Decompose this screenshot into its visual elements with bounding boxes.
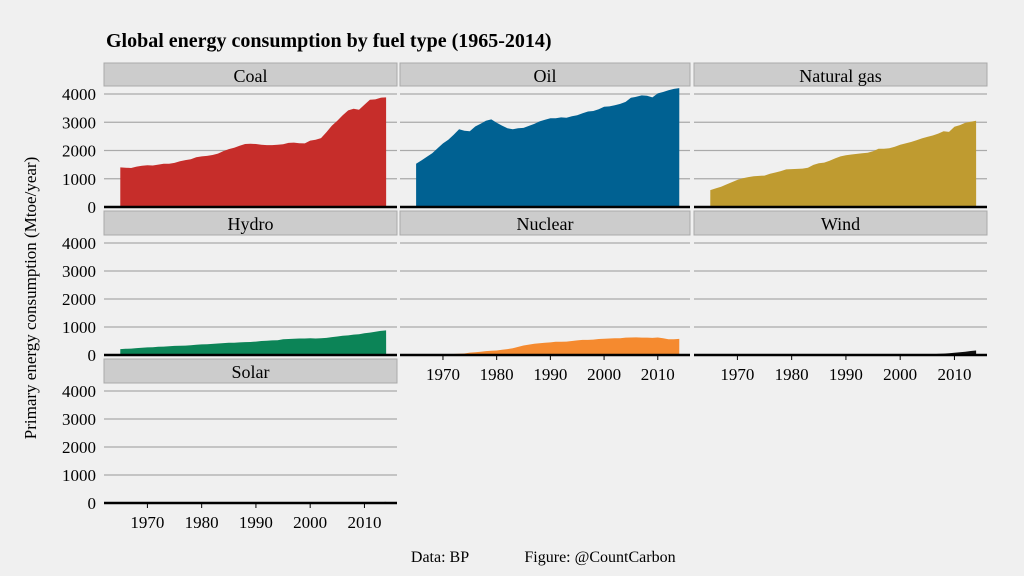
panel-hydro: Hydro 0 1000 2000 3000 4000 [62, 210, 398, 365]
facet-label: Coal [234, 66, 268, 86]
panel-nuclear: Nuclear 1970 1980 1990 2000 2010 [399, 210, 691, 384]
facet-label: Hydro [228, 214, 274, 234]
y-tick-label: 4000 [62, 382, 96, 401]
x-tick-label: 2000 [587, 365, 621, 384]
facet-strip [399, 210, 691, 236]
area-natural-gas [710, 120, 977, 207]
facet-strip [103, 210, 398, 236]
y-tick-label: 1000 [62, 466, 96, 485]
x-tick-label: 1990 [829, 365, 863, 384]
facet-strip [693, 210, 988, 236]
facet-label: Wind [821, 214, 860, 234]
y-tick-label: 3000 [62, 262, 96, 281]
y-tick-label: 0 [88, 346, 97, 365]
x-tick-label: 1980 [185, 513, 219, 532]
y-tick-label: 2000 [62, 142, 96, 161]
x-tick-label: 1970 [130, 513, 164, 532]
area-hydro [120, 330, 387, 355]
area-nuclear [416, 337, 680, 355]
x-tick-label: 1970 [720, 365, 754, 384]
facet-strip [399, 62, 691, 87]
x-tick-label: 2010 [641, 365, 675, 384]
facet-label: Oil [533, 66, 556, 86]
facet-strip [103, 358, 398, 384]
panel-solar: Solar 0 1000 2000 3000 4000 1970 1980 1990 2000 20… [62, 358, 398, 532]
x-tick-label: 1990 [239, 513, 273, 532]
caption-source: Data: BP [411, 549, 469, 566]
y-tick-label: 4000 [62, 234, 96, 253]
area-coal [120, 97, 387, 207]
y-tick-label: 0 [88, 494, 97, 513]
panel-coal: Coal 0 1000 2000 3000 4000 [62, 62, 398, 217]
facet-strip [103, 62, 398, 87]
area-oil [416, 88, 680, 207]
panel-oil: Oil [399, 62, 691, 209]
y-tick-label: 0 [88, 198, 97, 217]
x-tick-label: 1970 [426, 365, 460, 384]
x-tick-label: 2010 [347, 513, 381, 532]
x-tick-label: 2010 [937, 365, 971, 384]
facet-label: Natural gas [799, 66, 881, 86]
y-tick-label: 1000 [62, 318, 96, 337]
caption-figure: Figure: @CountCarbon [524, 549, 675, 566]
y-tick-label: 1000 [62, 170, 96, 189]
y-tick-label: 3000 [62, 113, 96, 132]
facet-strip [693, 62, 988, 87]
chart-title: Global energy consumption by fuel type (… [106, 30, 552, 52]
y-tick-label: 4000 [62, 85, 96, 104]
y-tick-label: 3000 [62, 410, 96, 429]
y-tick-label: 2000 [62, 290, 96, 309]
y-axis-label: Primary energy consumption (Mtoe/year) [21, 157, 40, 439]
x-tick-label: 2000 [293, 513, 327, 532]
panel-wind: Wind 1970 1980 1990 2000 2010 [693, 210, 988, 384]
panel-natural-gas: Natural gas [693, 62, 988, 209]
x-tick-label: 1980 [480, 365, 514, 384]
facet-label: Solar [232, 362, 270, 382]
x-tick-label: 2000 [883, 365, 917, 384]
x-tick-label: 1990 [533, 365, 567, 384]
x-tick-label: 1980 [775, 365, 809, 384]
y-tick-label: 2000 [62, 438, 96, 457]
facet-label: Nuclear [517, 214, 574, 234]
